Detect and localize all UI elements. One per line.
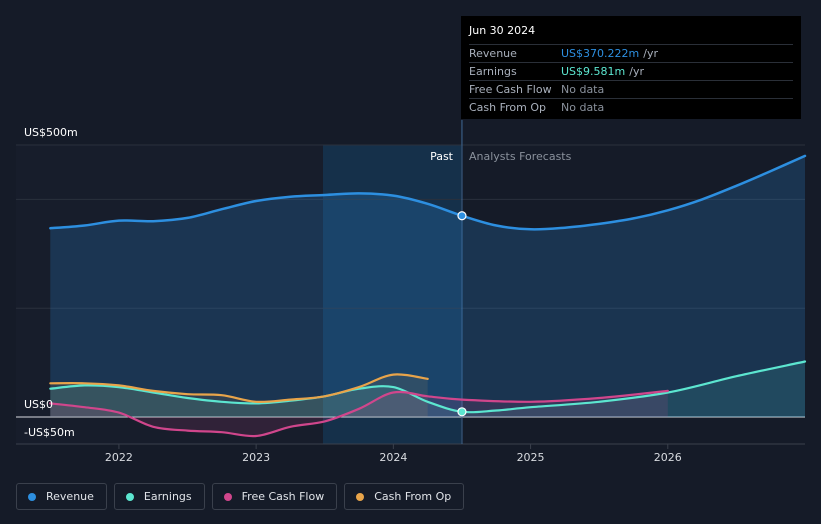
legend-item-revenue[interactable]: Revenue <box>16 483 107 510</box>
earnings-dot-icon <box>125 492 134 501</box>
tooltip-label: Revenue <box>469 47 517 60</box>
tooltip-row-cash-from-op: Cash From Op No data <box>469 98 793 116</box>
free-cash-flow-dot-icon <box>223 492 232 501</box>
legend-item-cash-from-op[interactable]: Cash From Op <box>344 483 465 510</box>
free-cash-flow-line <box>49 389 669 438</box>
tooltip-value: US$370.222m <box>561 47 640 60</box>
x-tick-label: 2022 <box>105 451 133 464</box>
earnings-marker <box>457 407 467 417</box>
earnings-line <box>49 360 807 414</box>
tooltip-row-revenue: Revenue US$370.222m /yr <box>469 44 793 62</box>
tooltip-label: Cash From Op <box>469 101 547 114</box>
x-tick-label: 2024 <box>379 451 407 464</box>
series-lines <box>49 154 807 438</box>
y-label-top: US$500m <box>24 126 78 139</box>
revenue-marker <box>457 211 467 221</box>
cash-from-op-dot-icon <box>356 492 365 501</box>
legend-label: Free Cash Flow <box>241 490 325 503</box>
tooltip-label: Free Cash Flow <box>469 83 552 96</box>
tooltip-unit: /yr <box>643 47 658 60</box>
forecast-label: Analysts Forecasts <box>469 150 572 163</box>
tooltip-label: Earnings <box>469 65 517 78</box>
legend-item-earnings[interactable]: Earnings <box>113 483 205 510</box>
tooltip-row-free-cash-flow: Free Cash Flow No data <box>469 80 793 98</box>
y-label-bottom: -US$50m <box>24 426 75 439</box>
x-axis: 2022 2023 2024 2025 2026 <box>105 444 682 464</box>
y-label-zero: US$0 <box>24 398 54 411</box>
tooltip-unit: /yr <box>629 65 644 78</box>
x-tick-label: 2026 <box>654 451 682 464</box>
cash-from-op-line <box>49 373 429 404</box>
cash-from-op-area <box>50 374 428 417</box>
tooltip: Jun 30 2024 Revenue US$370.222m /yr Earn… <box>461 16 801 119</box>
tooltip-date: Jun 30 2024 <box>469 24 536 37</box>
past-label: Past <box>430 150 454 163</box>
legend-label: Revenue <box>46 490 94 503</box>
revenue-dot-icon <box>28 492 36 501</box>
revenue-line <box>49 154 807 231</box>
tooltip-row-earnings: Earnings US$9.581m /yr <box>469 62 793 80</box>
tooltip-value: US$9.581m <box>561 65 626 78</box>
x-tick-label: 2023 <box>242 451 270 464</box>
legend-label: Earnings <box>143 490 192 503</box>
legend-item-free-cash-flow[interactable]: Free Cash Flow <box>211 483 338 510</box>
revenue-area <box>50 155 806 417</box>
tooltip-value: No data <box>561 83 605 96</box>
legend-label: Cash From Op <box>374 490 452 503</box>
grid <box>16 120 805 445</box>
tooltip-value: No data <box>561 101 605 114</box>
hover-markers <box>457 211 467 417</box>
x-tick-label: 2025 <box>517 451 545 464</box>
legend: Revenue Earnings Free Cash Flow Cash Fro… <box>16 483 465 510</box>
